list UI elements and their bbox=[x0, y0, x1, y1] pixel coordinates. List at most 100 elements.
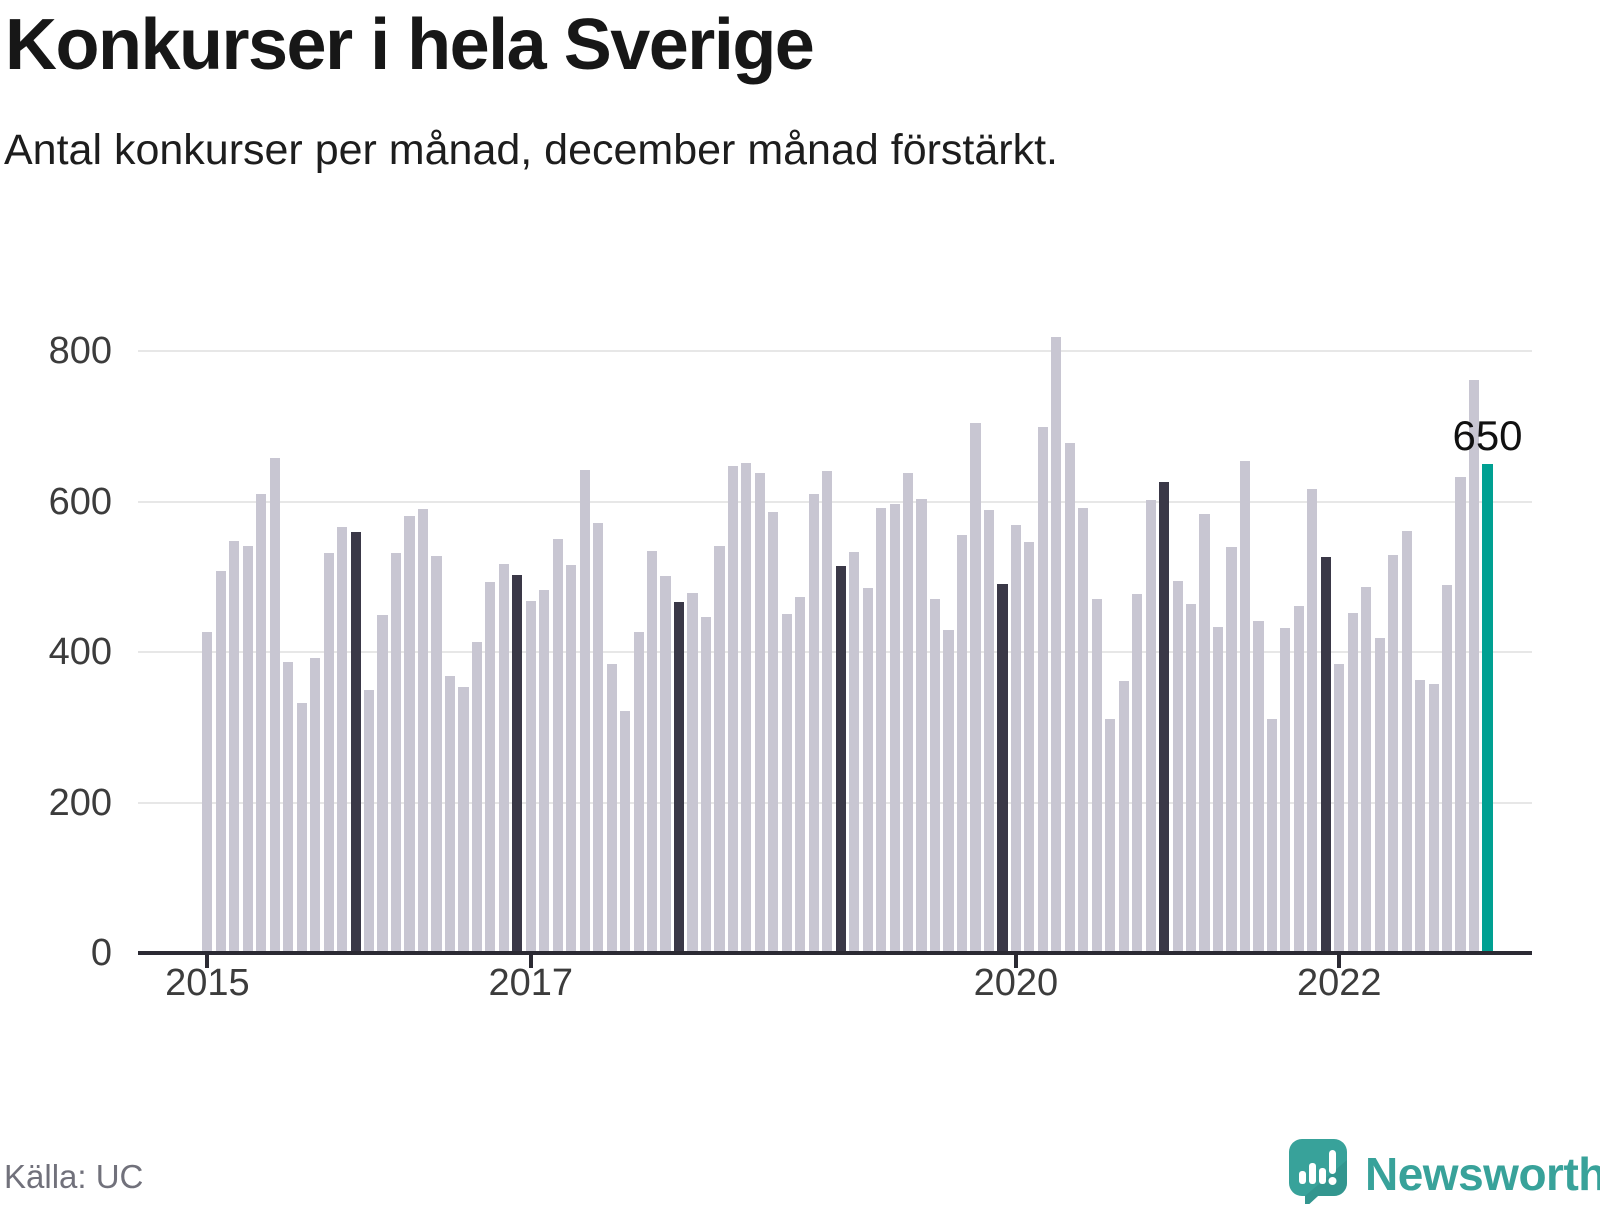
chart-subtitle: Antal konkurser per månad, december måna… bbox=[4, 126, 1059, 174]
bar-2015-02 bbox=[215, 570, 226, 953]
bar-2021-02 bbox=[1185, 603, 1197, 953]
bar-2015-08 bbox=[296, 703, 307, 953]
bar-2022-08 bbox=[1428, 683, 1439, 953]
bar-2020-07 bbox=[1091, 599, 1102, 953]
x-axis-label-2017: 2017 bbox=[488, 962, 574, 1004]
bar-chart-plot-area bbox=[138, 298, 1532, 953]
source-credit: Källa: UC bbox=[4, 1158, 144, 1195]
bar-2019-03 bbox=[876, 508, 887, 953]
bar-2015-01 bbox=[202, 631, 213, 953]
bar-2022-11 bbox=[1468, 379, 1480, 953]
bar-2020-05 bbox=[1064, 442, 1075, 953]
bar-2017-09 bbox=[633, 631, 644, 953]
bar-2018-07 bbox=[768, 512, 779, 953]
bar-2015-09 bbox=[310, 658, 321, 953]
x-axis-tick-2015 bbox=[205, 955, 210, 968]
gridline-400 bbox=[138, 651, 1532, 653]
newsworthy-logo: Newsworthy bbox=[1288, 1138, 1600, 1209]
gridline-800 bbox=[138, 350, 1532, 352]
bar-2022-12 bbox=[1482, 463, 1493, 953]
bar-2021-11 bbox=[1307, 489, 1318, 953]
bar-2018-08 bbox=[781, 614, 792, 953]
x-axis-label-2015: 2015 bbox=[165, 962, 250, 1004]
bar-2018-02 bbox=[700, 616, 712, 953]
bar-2021-07 bbox=[1253, 621, 1264, 953]
y-axis-label-800: 800 bbox=[48, 330, 112, 372]
bar-2021-03 bbox=[1199, 513, 1210, 953]
bar-2018-06 bbox=[754, 472, 765, 953]
bar-2020-09 bbox=[1118, 680, 1129, 953]
bar-2017-02 bbox=[539, 590, 550, 953]
bar-2015-04 bbox=[242, 545, 253, 953]
y-axis-label-0: 0 bbox=[90, 932, 112, 974]
y-axis-label-200: 200 bbox=[48, 781, 112, 824]
bar-2022-03 bbox=[1361, 587, 1372, 953]
bar-2016-09 bbox=[471, 642, 482, 953]
bar-2022-04 bbox=[1374, 637, 1385, 953]
bar-2021-10 bbox=[1293, 606, 1304, 953]
bar-2021-05 bbox=[1226, 546, 1237, 953]
gridline-600 bbox=[138, 500, 1532, 503]
x-axis-label-2022: 2022 bbox=[1297, 962, 1382, 1004]
bar-2016-01 bbox=[364, 690, 375, 953]
bar-2016-04 bbox=[404, 515, 415, 953]
bar-2017-12 bbox=[673, 602, 685, 953]
x-axis-tick-2022 bbox=[1337, 955, 1342, 968]
bar-2016-06 bbox=[431, 555, 442, 953]
bar-2015-12 bbox=[350, 531, 361, 953]
x-axis-line bbox=[138, 951, 1532, 955]
bar-2022-05 bbox=[1388, 554, 1399, 953]
bar-2017-11 bbox=[660, 576, 671, 953]
bar-2016-12 bbox=[512, 574, 523, 953]
bar-2020-03 bbox=[1037, 427, 1048, 953]
bar-2018-09 bbox=[795, 597, 806, 953]
bar-2018-04 bbox=[727, 466, 738, 953]
bar-2015-03 bbox=[229, 540, 240, 953]
bar-2016-11 bbox=[498, 563, 509, 953]
bar-2018-10 bbox=[808, 493, 819, 953]
bar-2018-11 bbox=[822, 470, 833, 953]
bar-2017-05 bbox=[579, 469, 590, 953]
x-axis-tick-2017 bbox=[528, 955, 533, 968]
bar-2017-07 bbox=[606, 664, 617, 953]
bar-2015-11 bbox=[337, 527, 348, 953]
bar-2019-10 bbox=[970, 423, 981, 953]
bar-2015-06 bbox=[269, 457, 280, 953]
bar-2021-01 bbox=[1172, 580, 1183, 953]
bar-2020-04 bbox=[1051, 337, 1062, 953]
bar-2018-05 bbox=[741, 463, 752, 953]
bar-2019-04 bbox=[889, 503, 900, 953]
bar-2015-07 bbox=[283, 661, 294, 953]
bar-2016-02 bbox=[377, 615, 388, 953]
bar-2017-01 bbox=[525, 600, 536, 953]
bar-2020-12 bbox=[1159, 481, 1170, 953]
bar-2019-02 bbox=[862, 588, 873, 953]
chart-title: Konkurser i hela Sverige bbox=[5, 5, 815, 85]
bar-2020-11 bbox=[1145, 500, 1156, 953]
y-axis-label-400: 400 bbox=[48, 631, 112, 673]
bar-2021-06 bbox=[1239, 460, 1251, 953]
y-axis-label-600: 600 bbox=[48, 480, 112, 523]
bar-2021-04 bbox=[1212, 627, 1224, 953]
newsworthy-speech-bubble-chart-icon bbox=[1288, 1138, 1348, 1209]
bar-2022-07 bbox=[1415, 679, 1426, 953]
bar-2016-10 bbox=[485, 582, 496, 953]
bar-2019-08 bbox=[943, 630, 954, 953]
bar-2015-05 bbox=[256, 493, 267, 953]
bar-2020-02 bbox=[1024, 542, 1035, 953]
x-axis-label-2020: 2020 bbox=[973, 962, 1059, 1004]
bar-2022-10 bbox=[1455, 477, 1466, 953]
bar-2020-08 bbox=[1105, 718, 1116, 953]
bar-2022-09 bbox=[1442, 585, 1453, 953]
bar-2017-06 bbox=[593, 523, 604, 953]
newsworthy-wordmark: Newsworthy bbox=[1365, 1147, 1600, 1200]
bar-2019-09 bbox=[956, 534, 968, 953]
bar-2019-06 bbox=[916, 499, 927, 953]
bar-2016-05 bbox=[417, 509, 429, 953]
bar-2016-08 bbox=[458, 687, 469, 953]
bar-2021-12 bbox=[1320, 557, 1331, 953]
bar-2017-10 bbox=[646, 551, 658, 953]
bar-2018-03 bbox=[714, 545, 725, 953]
gridline-200 bbox=[138, 801, 1532, 804]
bar-2021-08 bbox=[1266, 718, 1277, 953]
